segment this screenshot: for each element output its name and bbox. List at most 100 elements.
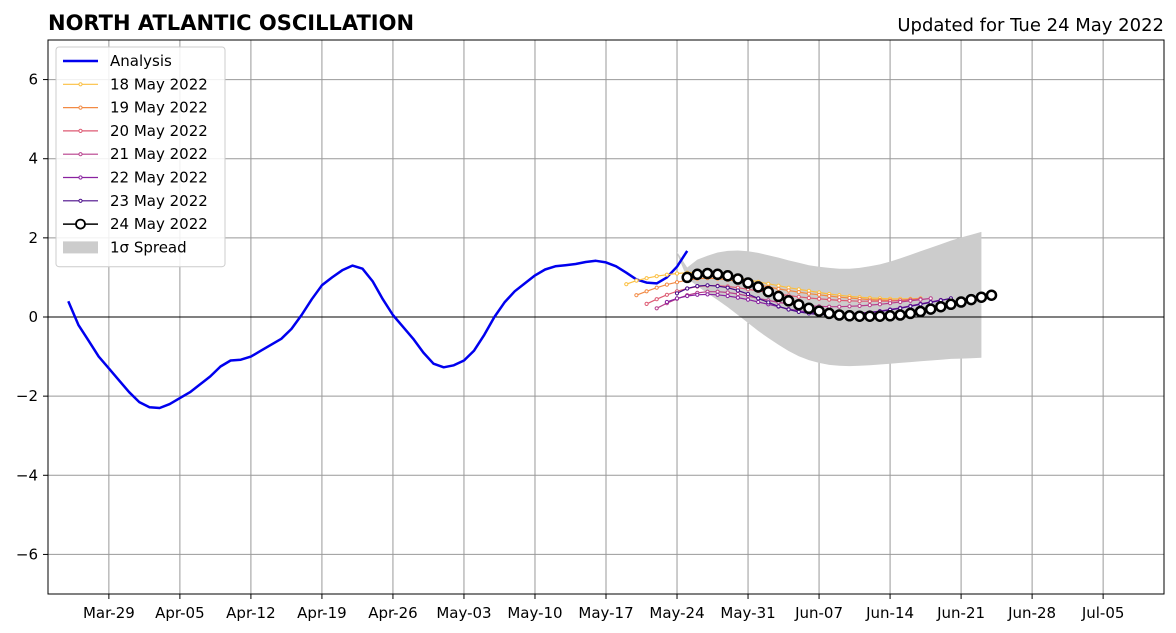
forecast-point	[644, 289, 649, 294]
forecast-point	[817, 296, 822, 301]
forecast-point	[742, 277, 754, 289]
y-tick-label: 4	[28, 150, 38, 168]
forecast-point	[806, 295, 812, 301]
forecast-point	[634, 278, 639, 283]
forecast-point	[725, 293, 730, 299]
chart-title: NORTH ATLANTIC OSCILLATION	[48, 11, 414, 35]
forecast-line	[676, 284, 952, 316]
x-tick-label: May-24	[649, 604, 704, 622]
x-tick-label: May-31	[720, 604, 775, 622]
forecast-point	[796, 290, 801, 295]
forecast-point	[732, 273, 744, 285]
forecast-point	[884, 310, 896, 322]
forecast-point	[691, 268, 704, 281]
y-tick-label: −4	[16, 466, 38, 484]
forecast-point	[965, 293, 977, 306]
forecast-point	[857, 303, 862, 308]
forecast-point	[847, 304, 852, 309]
forecast-point	[796, 294, 801, 299]
forecast-point	[695, 292, 700, 297]
forecast-point	[664, 299, 670, 305]
y-tick-label: −2	[16, 387, 38, 405]
forecast-point	[745, 291, 751, 297]
chart-subtitle: Updated for Tue 24 May 2022	[897, 15, 1164, 36]
forecast-point	[715, 284, 720, 289]
forecast-point	[914, 305, 927, 318]
forecast-point	[843, 310, 856, 322]
forecast-point	[874, 310, 886, 322]
forecast-point	[685, 286, 690, 291]
forecast-point	[634, 293, 639, 298]
forecast-point	[908, 304, 913, 309]
forecast-point	[803, 302, 815, 315]
legend-marker-forecast	[75, 218, 86, 230]
forecast-point	[867, 299, 872, 304]
forecast-point	[762, 285, 775, 298]
forecast-point	[705, 283, 710, 288]
legend-marker-forecast	[78, 152, 83, 157]
forecast-point	[827, 293, 832, 299]
forecast-layer	[624, 267, 998, 322]
forecast-series	[681, 267, 998, 322]
x-tick-label: Jun-28	[1007, 604, 1056, 622]
forecast-point	[782, 295, 795, 307]
forecast-point	[725, 290, 730, 295]
forecast-point	[776, 304, 781, 309]
forecast-point	[674, 271, 680, 276]
x-tick-label: Apr-05	[155, 604, 205, 622]
forecast-point	[793, 298, 805, 311]
forecast-point	[924, 303, 937, 315]
forecast-point	[796, 309, 801, 314]
forecast-point	[786, 288, 791, 293]
forecast-point	[654, 297, 659, 302]
analysis-line	[67, 250, 689, 410]
forecast-point	[664, 282, 670, 287]
legend-swatch-spread	[63, 241, 98, 254]
forecast-point	[654, 285, 659, 290]
forecast-point	[817, 292, 822, 297]
x-tick-label: Jun-21	[936, 604, 985, 622]
forecast-point	[756, 299, 761, 305]
forecast-point	[735, 291, 741, 297]
forecast-point	[837, 304, 842, 309]
forecast-point	[823, 307, 835, 320]
forecast-point	[674, 291, 680, 296]
forecast-point	[908, 298, 913, 303]
forecast-point	[695, 284, 700, 289]
legend-label-forecast: 21 May 2022	[110, 145, 208, 163]
y-tick-label: 2	[28, 229, 38, 247]
x-tick-label: Apr-26	[368, 604, 418, 622]
forecast-point	[827, 297, 832, 302]
forecast-point	[745, 297, 751, 302]
x-tick-label: Jun-07	[794, 604, 843, 622]
x-tick-label: Mar-29	[83, 604, 135, 622]
forecast-point	[721, 270, 734, 282]
legend-marker-forecast	[78, 128, 83, 133]
forecast-point	[867, 303, 872, 308]
legend-label-forecast: 20 May 2022	[110, 122, 208, 140]
forecast-point	[894, 309, 906, 321]
forecast-point	[935, 300, 947, 313]
forecast-point	[928, 296, 933, 301]
x-tick-label: Jun-14	[865, 604, 914, 622]
y-tick-label: −6	[16, 545, 38, 563]
forecast-point	[685, 293, 690, 299]
axes: Mar-29 Apr-05 Apr-12 Apr-19 Apr-26 May-03 May-…	[16, 39, 1165, 622]
forecast-point	[833, 309, 846, 321]
forecast-point	[752, 281, 764, 293]
legend-label-forecast: 19 May 2022	[110, 99, 208, 117]
legend-label-analysis: Analysis	[110, 52, 172, 70]
forecast-point	[735, 295, 741, 300]
forecast-point	[654, 306, 659, 311]
forecast-point	[857, 299, 862, 304]
forecast-point	[664, 272, 670, 277]
forecast-point	[624, 282, 629, 287]
legend-marker-forecast	[78, 175, 83, 180]
forecast-point	[918, 297, 923, 302]
forecast-point	[701, 267, 714, 280]
y-tick-label: 0	[28, 308, 38, 326]
legend-box	[55, 46, 226, 268]
forecast-point	[918, 302, 923, 307]
forecast-point	[644, 276, 649, 281]
